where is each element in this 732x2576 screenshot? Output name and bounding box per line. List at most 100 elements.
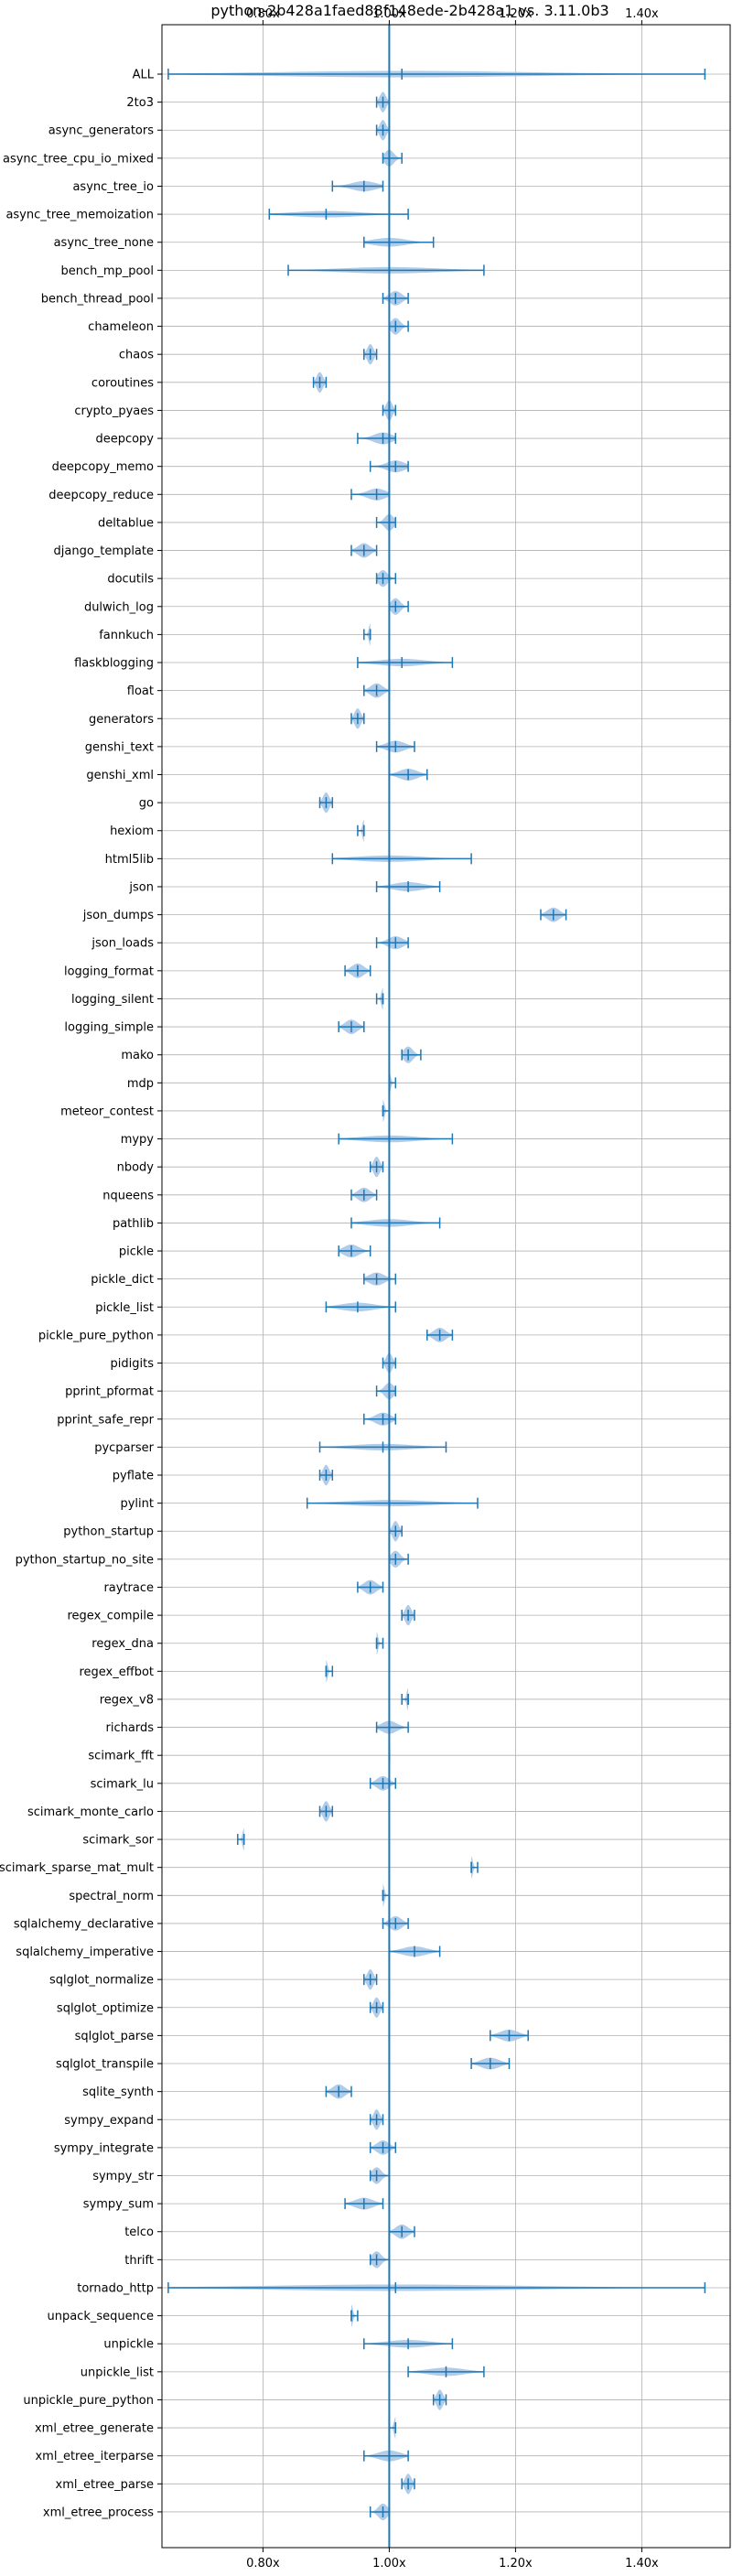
x-tick-label-top: 1.00x — [372, 7, 406, 21]
benchmark-label: nbody — [117, 1161, 155, 1175]
benchmark-label: pickle_list — [95, 1301, 154, 1315]
benchmark-label: chaos — [119, 349, 154, 362]
benchmark-label: meteor_contest — [60, 1105, 154, 1118]
benchmark-label: genshi_text — [85, 740, 154, 754]
x-tick-label-top: 1.40x — [625, 7, 659, 21]
benchmark-label: scimark_sor — [82, 1834, 154, 1848]
benchmark-label: crypto_pyaes — [74, 404, 154, 418]
chart-title: python-2b428a1faed88f148ede-2b428a1 vs. … — [210, 2, 608, 19]
benchmark-label: coroutines — [92, 376, 154, 390]
x-tick-label-top: 1.20x — [499, 7, 533, 21]
benchmark-label: unpack_sequence — [47, 2310, 154, 2323]
benchmark-label: async_tree_none — [54, 236, 154, 250]
benchmark-label: hexiom — [110, 825, 154, 838]
benchmark-label: deepcopy_memo — [52, 460, 154, 474]
benchmark-label: mdp — [127, 1077, 154, 1091]
benchmark-label: pidigits — [111, 1357, 155, 1371]
benchmark-label: sqlglot_parse — [75, 2030, 154, 2043]
benchmark-label: xml_etree_iterparse — [35, 2450, 154, 2463]
benchmark-label: xml_etree_parse — [56, 2478, 154, 2492]
benchmark-label: sqlalchemy_imperative — [16, 1945, 154, 1959]
benchmark-label: sympy_expand — [64, 2114, 154, 2128]
benchmark-label: telco — [124, 2226, 154, 2239]
benchmark-label: scimark_monte_carlo — [27, 1805, 154, 1819]
benchmark-label: pickle — [119, 1245, 154, 1259]
benchmark-label: pathlib — [113, 1217, 154, 1231]
benchmark-label: scimark_sparse_mat_mult — [0, 1861, 154, 1875]
benchmark-label: regex_dna — [92, 1637, 154, 1651]
benchmark-label: mypy — [121, 1133, 155, 1147]
benchmark-label: json_dumps — [82, 909, 154, 922]
benchmark-label: chameleon — [88, 320, 154, 334]
benchmark-label: pickle_dict — [91, 1273, 154, 1287]
benchmark-label: sqlglot_transpile — [56, 2058, 154, 2072]
benchmark-label: thrift — [124, 2254, 154, 2268]
benchmark-label: flaskblogging — [74, 657, 154, 671]
benchmark-label: mako — [121, 1049, 154, 1062]
benchmark-label: bench_mp_pool — [60, 264, 154, 278]
benchmark-label: regex_effbot — [79, 1665, 154, 1679]
grid-layer — [162, 25, 730, 2548]
benchmark-label: pickle_pure_python — [38, 1329, 154, 1342]
benchmark-label: unpickle_pure_python — [23, 2394, 154, 2408]
x-tick-label-bottom: 1.20x — [499, 2557, 533, 2571]
benchmark-label: bench_thread_pool — [41, 292, 154, 306]
benchmark-label: sympy_integrate — [54, 2141, 154, 2155]
benchmark-label: sympy_sum — [83, 2198, 154, 2212]
benchmark-label: logging_simple — [64, 1021, 154, 1035]
benchmark-label: pycparser — [94, 1441, 154, 1455]
benchmark-label: go — [139, 797, 154, 811]
benchmark-label: sqlalchemy_declarative — [14, 1917, 154, 1931]
benchmark-label: float — [127, 684, 154, 698]
benchmark-label: sqlglot_optimize — [57, 2001, 154, 2015]
benchmark-label: spectral_norm — [69, 1890, 154, 1903]
benchmark-label: async_tree_io — [72, 180, 154, 194]
benchmark-label: docutils — [107, 573, 154, 587]
benchmark-label: ALL — [133, 69, 155, 82]
benchmark-label: pprint_safe_repr — [57, 1413, 154, 1427]
x-tick-label-bottom: 0.80x — [246, 2557, 280, 2571]
benchmark-label: pyflate — [113, 1470, 154, 1483]
category-labels: ALL 2to3 async_generators async_tree_cpu_io… — [0, 69, 155, 2520]
benchmark-label: 2to3 — [126, 96, 154, 110]
benchmark-label: unpickle_list — [81, 2366, 154, 2379]
benchmark-label: regex_compile — [67, 1610, 154, 1623]
benchmark-label: scimark_lu — [91, 1777, 154, 1791]
benchmark-label: sqlite_synth — [82, 2086, 154, 2099]
benchmark-label: xml_etree_generate — [35, 2422, 154, 2436]
benchmark-label: tornado_http — [77, 2281, 154, 2295]
benchmark-label: django_template — [54, 544, 154, 558]
benchmark-label: scimark_fft — [88, 1750, 154, 1763]
benchmark-label: pylint — [120, 1497, 154, 1511]
benchmark-label: unpickle — [103, 2338, 154, 2352]
plot-frame — [161, 24, 731, 2549]
benchmark-label: deltablue — [98, 516, 154, 530]
benchmark-label: logging_format — [64, 965, 154, 978]
benchmark-label: deepcopy_reduce — [48, 489, 154, 502]
benchmark-label: raytrace — [103, 1581, 154, 1595]
benchmark-label: deepcopy — [95, 433, 154, 447]
benchmark-label: python_startup_no_site — [16, 1553, 154, 1567]
x-axis-ticks: 0.80x 0.80x 1.00x 1.00x 1.20x 1.20x 1.40x 1.40x — [157, 7, 659, 2571]
benchmark-label: fannkuch — [99, 629, 154, 642]
benchmark-label: richards — [106, 1721, 155, 1735]
benchmark-label: logging_silent — [71, 993, 154, 1007]
benchmark-label: nqueens — [102, 1189, 154, 1202]
benchmark-label: generators — [89, 713, 154, 727]
benchmark-label: async_tree_cpu_io_mixed — [3, 152, 154, 166]
benchmark-label: sympy_str — [92, 2170, 154, 2183]
x-tick-label-top: 0.80x — [246, 7, 280, 21]
x-tick-label-bottom: 1.00x — [372, 2557, 406, 2571]
benchmark-label: pprint_pformat — [65, 1385, 154, 1399]
benchmark-label: xml_etree_process — [43, 2506, 154, 2519]
x-tick-label-bottom: 1.40x — [625, 2557, 659, 2571]
benchmark-label: dulwich_log — [84, 600, 154, 614]
benchmark-label: python_startup — [63, 1525, 154, 1539]
violin-layer — [167, 25, 706, 2548]
benchmark-label: json_loads — [91, 937, 154, 951]
benchmark-label: async_tree_memoization — [5, 209, 154, 222]
benchmark-label: sqlglot_normalize — [49, 1974, 154, 1988]
benchmark-label: genshi_xml — [86, 769, 154, 782]
